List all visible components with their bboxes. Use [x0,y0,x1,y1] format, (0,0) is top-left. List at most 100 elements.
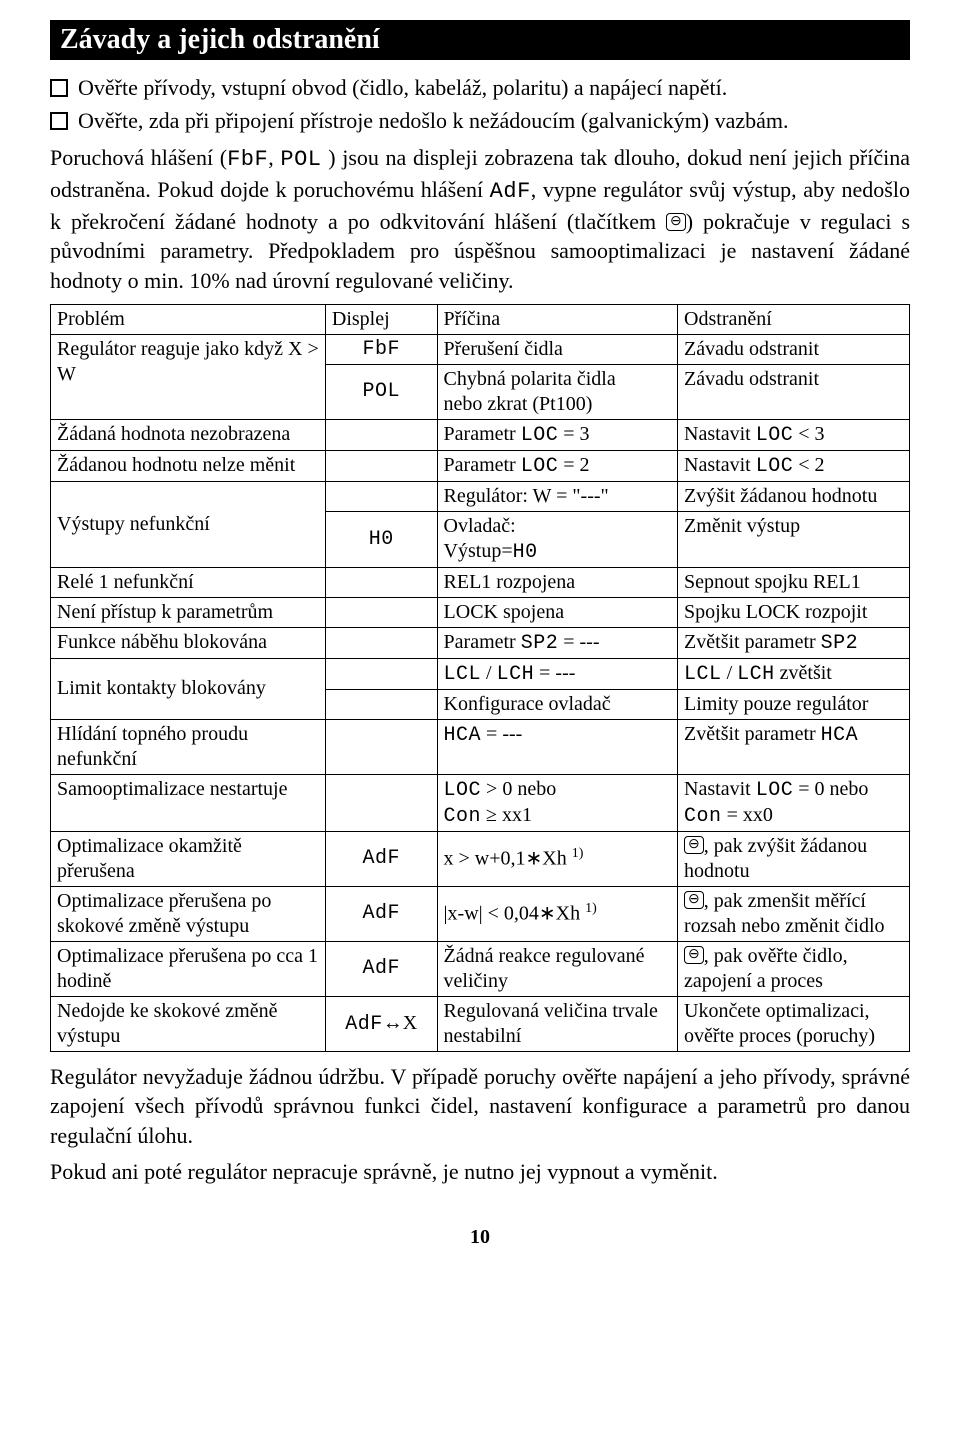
display-cell [325,627,437,658]
bullet-text: Ověřte přívody, vstupní obvod (čidlo, ka… [78,74,727,103]
table-row: Optimalizace přerušena po cca 1 hodině A… [51,941,910,996]
table-row: Výstupy nefunkční Regulátor: W = "---" Z… [51,481,910,511]
table-row: Funkce náběhu blokována Parametr SP2 = -… [51,627,910,658]
display-cell [325,719,437,774]
display-cell [325,450,437,481]
display-cell [325,567,437,597]
cause-cell: Konfigurace ovladač [437,689,678,719]
problem-cell: Samooptimalizace nestartuje [51,774,326,831]
cause-cell: Chybná polarita čidla nebo zkrat (Pt100) [437,364,678,419]
cause-cell: |x-w| < 0,04∗Xh 1) [437,886,678,941]
display-cell: FbF [325,334,437,364]
table-row: Žádanou hodnotu nelze měnit Parametr LOC… [51,450,910,481]
fix-cell: Spojku LOCK rozpojit [678,597,910,627]
problem-cell: Žádanou hodnotu nelze měnit [51,450,326,481]
fix-cell: Závadu odstranit [678,364,910,419]
table-row: Limit kontakty blokovány LCL / LCH = ---… [51,658,910,689]
cause-cell: Přerušení čidla [437,334,678,364]
problem-cell: Regulátor reaguje jako když X > W [51,334,326,419]
fix-cell: Změnit výstup [678,511,910,567]
code-fbf: FbF [227,147,268,172]
table-row: Samooptimalizace nestartuje LOC > 0 nebo… [51,774,910,831]
display-cell [325,774,437,831]
table-row: Optimalizace přerušena po skokové změně … [51,886,910,941]
table-header-row: Problém Displej Příčina Odstranění [51,304,910,334]
ack-button-icon: ⊖ [666,213,686,231]
problem-cell: Hlídání topného proudu nefunkční [51,719,326,774]
problem-cell: Optimalizace přerušena po skokové změně … [51,886,326,941]
table-row: Regulátor reaguje jako když X > W FbF Př… [51,334,910,364]
page-root: Závady a jejich odstranění Ověřte přívod… [0,0,960,1279]
problem-cell: Nedojde ke skokové změně výstupu [51,996,326,1051]
intro-paragraph: Poruchová hlášení (FbF, POL ) jsou na di… [50,143,910,295]
display-cell [325,658,437,689]
code-pol: POL [280,147,321,172]
fix-cell: Limity pouze regulátor [678,689,910,719]
problem-cell: Výstupy nefunkční [51,481,326,567]
display-cell: AdF [325,941,437,996]
troubleshoot-table: Problém Displej Příčina Odstranění Regul… [50,304,910,1052]
table-row: Nedojde ke skokové změně výstupu AdF↔X R… [51,996,910,1051]
fix-cell: Nastavit LOC < 2 [678,450,910,481]
cause-cell: REL1 rozpojena [437,567,678,597]
display-cell: AdF [325,831,437,886]
checkbox-icon [50,112,68,130]
problem-cell: Žádaná hodnota nezobrazena [51,419,326,450]
cause-cell: LOCK spojena [437,597,678,627]
cause-cell: HCA = --- [437,719,678,774]
problem-cell: Limit kontakty blokovány [51,658,326,719]
problem-cell: Optimalizace okamžitě přerušena [51,831,326,886]
code-adf: AdF [490,179,531,204]
cause-cell: LCL / LCH = --- [437,658,678,689]
fix-cell: Zvýšit žádanou hodnotu [678,481,910,511]
table-row: Není přístup k parametrům LOCK spojena S… [51,597,910,627]
cause-cell: Parametr LOC = 2 [437,450,678,481]
fix-cell: Zvětšit parametr SP2 [678,627,910,658]
problem-cell: Relé 1 nefunkční [51,567,326,597]
page-title: Závady a jejich odstranění [50,20,910,60]
problem-cell: Není přístup k parametrům [51,597,326,627]
display-cell: AdF↔X [325,996,437,1051]
fix-cell: Sepnout spojku REL1 [678,567,910,597]
col-problem: Problém [51,304,326,334]
table-row: Relé 1 nefunkční REL1 rozpojena Sepnout … [51,567,910,597]
display-cell [325,689,437,719]
cause-cell: x > w+0,1∗Xh 1) [437,831,678,886]
display-cell [325,481,437,511]
fix-cell: Zvětšit parametr HCA [678,719,910,774]
bullet-text: Ověřte, zda při připojení přístroje nedo… [78,107,788,136]
cause-cell: Regulovaná veličina trvale nestabilní [437,996,678,1051]
table-row: Hlídání topného proudu nefunkční HCA = -… [51,719,910,774]
display-cell [325,419,437,450]
display-cell [325,597,437,627]
cause-cell: Parametr SP2 = --- [437,627,678,658]
cause-cell: LOC > 0 nebo Con ≥ xx1 [437,774,678,831]
col-cause: Příčina [437,304,678,334]
ack-button-icon: ⊖ [684,891,704,909]
checkbox-icon [50,79,68,97]
bullet-item: Ověřte, zda při připojení přístroje nedo… [50,107,910,136]
cause-cell: Ovladač: Výstup=H0 [437,511,678,567]
fix-cell: LCL / LCH zvětšit [678,658,910,689]
outro-paragraph-2: Pokud ani poté regulátor nepracuje správ… [50,1157,910,1187]
display-cell: POL [325,364,437,419]
display-cell: AdF [325,886,437,941]
table-row: Žádaná hodnota nezobrazena Parametr LOC … [51,419,910,450]
col-display: Displej [325,304,437,334]
fix-cell: Nastavit LOC = 0 nebo Con = xx0 [678,774,910,831]
table-row: Optimalizace okamžitě přerušena AdF x > … [51,831,910,886]
fix-cell: ⊖, pak zvýšit žádanou hodnotu [678,831,910,886]
fix-cell: ⊖, pak zmenšit měřící rozsah nebo změnit… [678,886,910,941]
fix-cell: Nastavit LOC < 3 [678,419,910,450]
bullet-item: Ověřte přívody, vstupní obvod (čidlo, ka… [50,74,910,103]
fix-cell: Závadu odstranit [678,334,910,364]
outro-paragraph-1: Regulátor nevyžaduje žádnou údržbu. V př… [50,1062,910,1151]
cause-cell: Regulátor: W = "---" [437,481,678,511]
problem-cell: Optimalizace přerušena po cca 1 hodině [51,941,326,996]
cause-cell: Parametr LOC = 3 [437,419,678,450]
cause-cell: Žádná reakce regulované veličiny [437,941,678,996]
page-number: 10 [50,1226,910,1249]
fix-cell: Ukončete optimalizaci, ověřte proces (po… [678,996,910,1051]
problem-cell: Funkce náběhu blokována [51,627,326,658]
fix-cell: ⊖, pak ověřte čidlo, zapojení a proces [678,941,910,996]
